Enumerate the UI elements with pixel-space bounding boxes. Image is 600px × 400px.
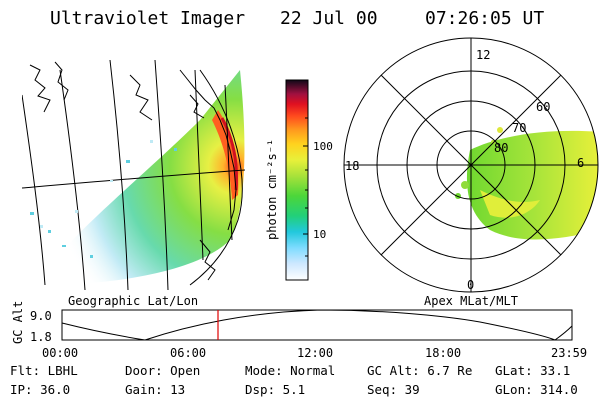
auroral-emission-polar (467, 130, 598, 240)
lat-label-70: 70 (512, 121, 526, 135)
date-label: 22 Jul 00 (280, 8, 378, 29)
latitude-line (22, 169, 246, 189)
status-seq: Seq: 39 (367, 382, 420, 397)
mlt-label-0: 0 (467, 278, 474, 292)
status-gain: Gain: 13 (125, 382, 186, 397)
status-glat: GLat: 33.1 (495, 363, 571, 378)
colorbar (285, 79, 309, 281)
time-label: 07:26:05 UT (425, 8, 545, 29)
status-door: Door: Open (125, 363, 201, 378)
mlt-label-6: 6 (577, 156, 584, 170)
earth-limb (189, 69, 243, 286)
mlt-label-12: 12 (476, 48, 490, 62)
polar-grid (343, 37, 599, 293)
altitude-xtick-1800: 18:00 (425, 346, 461, 360)
emission-speckles (30, 148, 177, 258)
auroral-arc-geo (212, 110, 239, 200)
status-ip: IP: 36.0 (10, 382, 71, 397)
colorbar-ticks (303, 117, 308, 257)
altitude-xtick-2359: 23:59 (551, 346, 587, 360)
status-glon: GLon: 314.0 (495, 382, 578, 397)
colorbar-tick-10: 10 (313, 228, 326, 241)
altitude-ylabel: GC Alt (11, 301, 25, 344)
status-gc-alt: GC Alt: 6.7 Re (367, 363, 473, 378)
lat-label-60: 60 (536, 100, 550, 114)
meridian-lines (22, 59, 233, 290)
coastline-outlines (29, 61, 237, 281)
altitude-xtick-1200: 12:00 (297, 346, 333, 360)
altitude-xtick-0000: 00:00 (42, 346, 78, 360)
colorbar-label: photon cm⁻²s⁻¹ (265, 139, 279, 240)
mlt-label-18: 18 (345, 159, 359, 173)
altitude-ytick-high: 9.0 (30, 309, 52, 323)
geographic-label: Geographic Lat/Lon (68, 294, 198, 308)
geographic-map (22, 59, 246, 290)
app-title: Ultraviolet Imager (50, 8, 246, 29)
polar-map: 12 18 6 0 60 70 80 (343, 37, 599, 293)
altitude-plot: GC Alt 9.0 1.8 00:00 06:00 12:00 18:00 2… (11, 301, 587, 360)
status-dsp: Dsp: 5.1 (245, 382, 306, 397)
status-mode: Mode: Normal (245, 363, 336, 378)
altitude-ytick-low: 1.8 (30, 330, 52, 344)
apex-label: Apex MLat/MLT (424, 294, 518, 308)
status-flt: Flt: LBHL (10, 363, 78, 378)
lat-label-80: 80 (494, 141, 508, 155)
altitude-xtick-0600: 06:00 (170, 346, 206, 360)
colorbar-tick-100: 100 (313, 140, 333, 153)
altitude-curve (61, 309, 573, 341)
